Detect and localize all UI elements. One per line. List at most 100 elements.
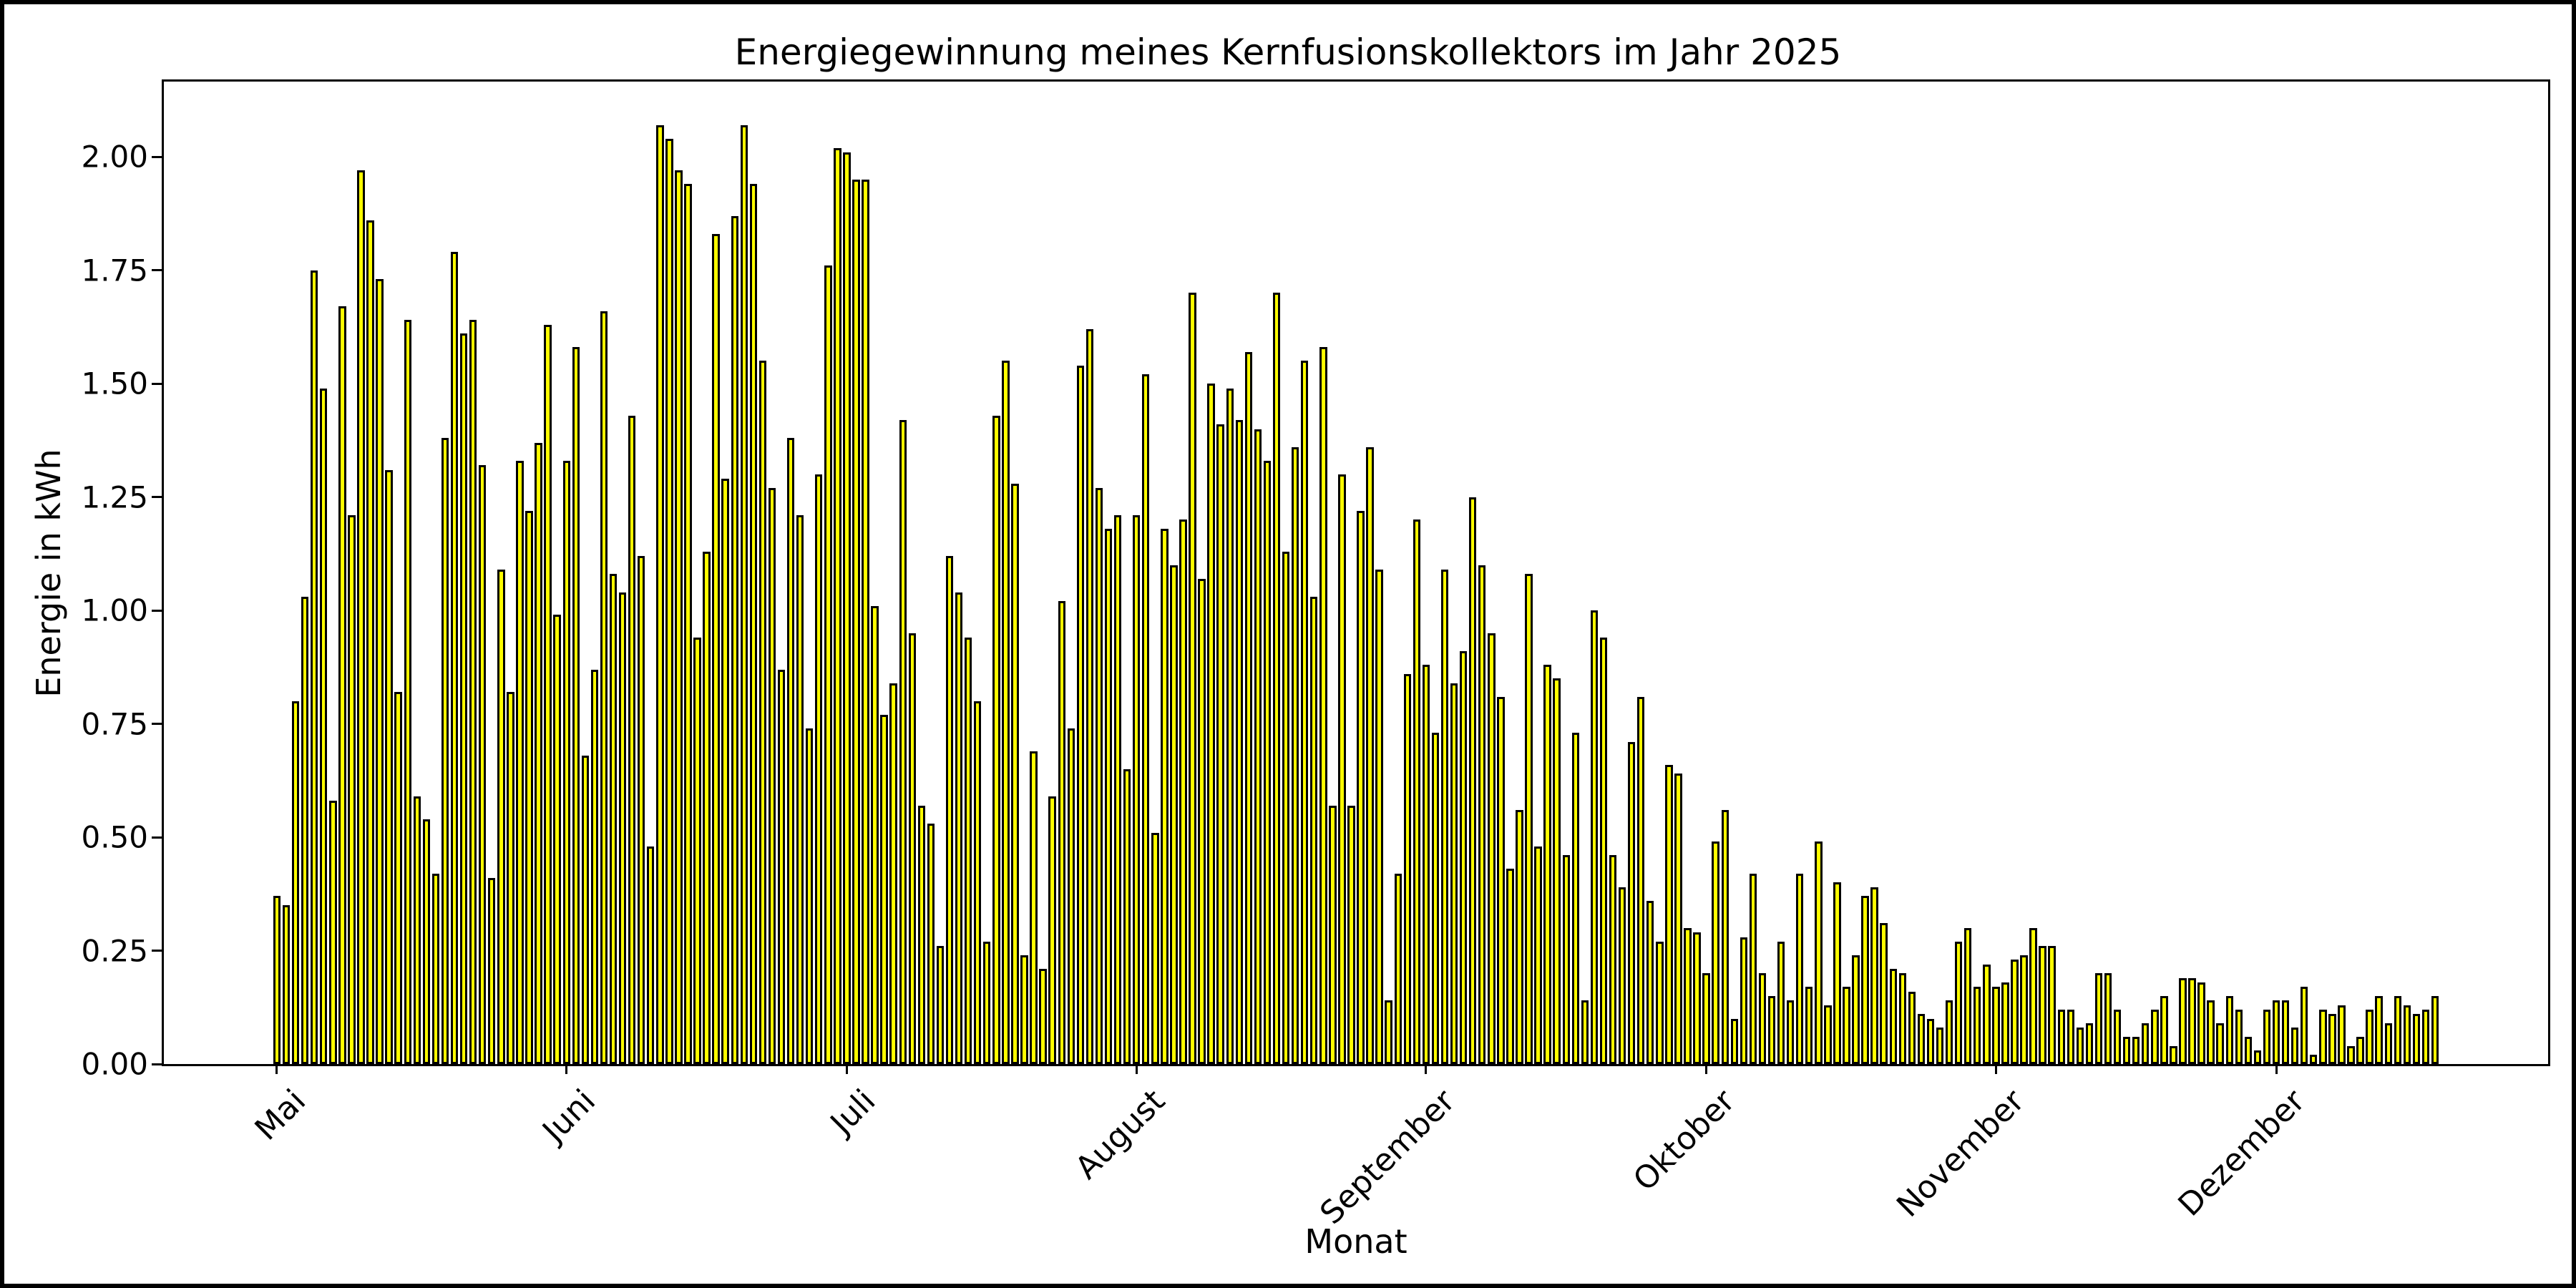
- bar-day-85: [1058, 601, 1065, 1064]
- bar-day-1: [273, 896, 281, 1064]
- bar-day-26: [507, 692, 514, 1064]
- y-tick-mark: [152, 382, 162, 385]
- bar-day-189: [2029, 927, 2037, 1064]
- bar-day-15: [404, 320, 411, 1064]
- bar-day-5: [310, 270, 318, 1064]
- bar-day-155: [1712, 841, 1719, 1064]
- bar-day-40: [637, 556, 645, 1064]
- bar-day-25: [497, 570, 505, 1064]
- y-tick-label: 2.00: [81, 139, 148, 175]
- bar-day-135: [1525, 574, 1533, 1064]
- bar-day-88: [1085, 329, 1094, 1064]
- bar-day-178: [1926, 1018, 1935, 1064]
- bar-day-89: [1095, 487, 1103, 1064]
- bar-day-53: [758, 361, 767, 1064]
- bar-day-229: [2403, 1005, 2411, 1064]
- bar-day-146: [1627, 741, 1636, 1064]
- bar-day-202: [2151, 1009, 2159, 1064]
- bar-day-204: [2170, 1045, 2177, 1064]
- bar-day-117: [1357, 510, 1365, 1064]
- bar-day-169: [1843, 987, 1850, 1064]
- bar-day-110: [1291, 447, 1299, 1064]
- bar-day-4: [301, 597, 309, 1064]
- bar-day-22: [469, 320, 477, 1064]
- bar-day-14: [394, 692, 402, 1064]
- x-tick-mark: [1994, 1064, 1997, 1074]
- bar-day-170: [1852, 955, 1860, 1064]
- x-tick-label-oktober: Oktober: [1626, 1083, 1742, 1199]
- bar-day-150: [1665, 764, 1673, 1064]
- bar-day-72: [936, 946, 945, 1064]
- bar-day-138: [1553, 678, 1561, 1064]
- bar-day-20: [450, 252, 459, 1064]
- bar-day-58: [805, 728, 814, 1064]
- bar-day-222: [2338, 1005, 2346, 1064]
- bar-day-125: [1431, 733, 1440, 1064]
- bar-day-216: [2281, 1000, 2290, 1064]
- bar-day-130: [1478, 565, 1486, 1064]
- bar-day-196: [2094, 973, 2103, 1064]
- bar-day-48: [712, 233, 720, 1064]
- x-tick-mark: [1705, 1064, 1708, 1074]
- bar-day-231: [2421, 1009, 2430, 1064]
- bar-day-51: [740, 125, 748, 1064]
- bar-day-210: [2225, 995, 2233, 1064]
- bar-day-132: [1497, 696, 1505, 1064]
- bar-day-50: [731, 215, 738, 1064]
- bar-day-2: [282, 905, 291, 1064]
- bar-day-224: [2356, 1036, 2364, 1064]
- bar-day-172: [1870, 887, 1878, 1064]
- bar-day-112: [1310, 597, 1318, 1064]
- bar-day-227: [2384, 1023, 2392, 1064]
- bar-day-154: [1702, 973, 1710, 1064]
- bar-day-167: [1824, 1005, 1832, 1064]
- bar-day-139: [1562, 855, 1570, 1064]
- bar-day-185: [1992, 987, 2000, 1064]
- bar-day-129: [1468, 497, 1477, 1064]
- bar-day-31: [553, 615, 561, 1064]
- bar-day-164: [1795, 873, 1804, 1064]
- bar-day-176: [1908, 991, 1916, 1064]
- bar-day-179: [1936, 1028, 1944, 1064]
- bar-day-200: [2132, 1036, 2140, 1064]
- bar-day-76: [973, 701, 982, 1064]
- bar-day-52: [749, 184, 758, 1064]
- bar-day-203: [2160, 995, 2168, 1064]
- bar-day-141: [1581, 1000, 1589, 1064]
- bar-day-107: [1263, 460, 1272, 1064]
- bar-day-37: [609, 574, 618, 1064]
- bar-day-105: [1244, 351, 1253, 1064]
- bar-day-113: [1319, 347, 1327, 1064]
- bar-day-214: [2263, 1009, 2271, 1064]
- bar-day-99: [1189, 293, 1196, 1064]
- bar-day-43: [665, 138, 673, 1064]
- plot-area: [162, 79, 2550, 1066]
- bar-day-162: [1777, 941, 1785, 1064]
- bar-day-34: [581, 755, 590, 1064]
- y-tick-mark: [152, 609, 162, 612]
- bar-day-182: [1963, 927, 1972, 1064]
- y-tick-label: 0.50: [81, 819, 148, 855]
- x-tick-label-mai: Mai: [248, 1083, 313, 1148]
- y-tick-label: 1.75: [81, 253, 148, 288]
- bar-day-209: [2216, 1023, 2224, 1064]
- bar-day-121: [1394, 873, 1402, 1064]
- bar-day-102: [1216, 424, 1224, 1064]
- bar-day-228: [2394, 995, 2401, 1064]
- bar-day-188: [2020, 955, 2028, 1064]
- bar-day-7: [329, 801, 337, 1064]
- bar-day-213: [2253, 1050, 2262, 1064]
- bar-day-9: [348, 514, 356, 1064]
- bar-day-181: [1954, 941, 1963, 1064]
- bar-day-118: [1366, 447, 1374, 1064]
- bar-day-78: [992, 415, 1000, 1064]
- y-tick-mark: [152, 950, 162, 952]
- bar-day-79: [1002, 361, 1010, 1064]
- bar-day-195: [2085, 1023, 2094, 1064]
- bar-day-86: [1067, 728, 1075, 1064]
- bar-day-190: [2039, 946, 2046, 1064]
- bar-day-142: [1590, 610, 1599, 1064]
- bar-day-104: [1235, 419, 1243, 1064]
- x-tick-label-november: November: [1890, 1083, 2032, 1224]
